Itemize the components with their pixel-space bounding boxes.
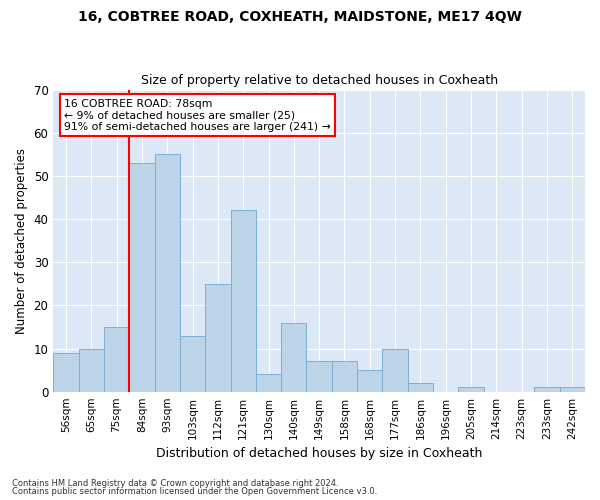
Text: 16, COBTREE ROAD, COXHEATH, MAIDSTONE, ME17 4QW: 16, COBTREE ROAD, COXHEATH, MAIDSTONE, M… [78,10,522,24]
Bar [155,154,180,392]
Bar [129,163,155,392]
Bar [230,210,256,392]
Bar [408,383,433,392]
Bar [332,362,357,392]
Bar [205,284,230,392]
X-axis label: Distribution of detached houses by size in Coxheath: Distribution of detached houses by size … [156,447,482,460]
Text: Contains HM Land Registry data © Crown copyright and database right 2024.: Contains HM Land Registry data © Crown c… [12,478,338,488]
Text: 16 COBTREE ROAD: 78sqm
← 9% of detached houses are smaller (25)
91% of semi-deta: 16 COBTREE ROAD: 78sqm ← 9% of detached … [64,98,331,132]
Bar [357,370,382,392]
Bar [180,336,205,392]
Text: Contains public sector information licensed under the Open Government Licence v3: Contains public sector information licen… [12,487,377,496]
Bar [535,388,560,392]
Bar [307,362,332,392]
Bar [104,327,129,392]
Y-axis label: Number of detached properties: Number of detached properties [15,148,28,334]
Bar [53,353,79,392]
Bar [79,348,104,392]
Bar [256,374,281,392]
Bar [382,348,408,392]
Bar [281,322,307,392]
Title: Size of property relative to detached houses in Coxheath: Size of property relative to detached ho… [140,74,498,87]
Bar [458,388,484,392]
Bar [560,388,585,392]
